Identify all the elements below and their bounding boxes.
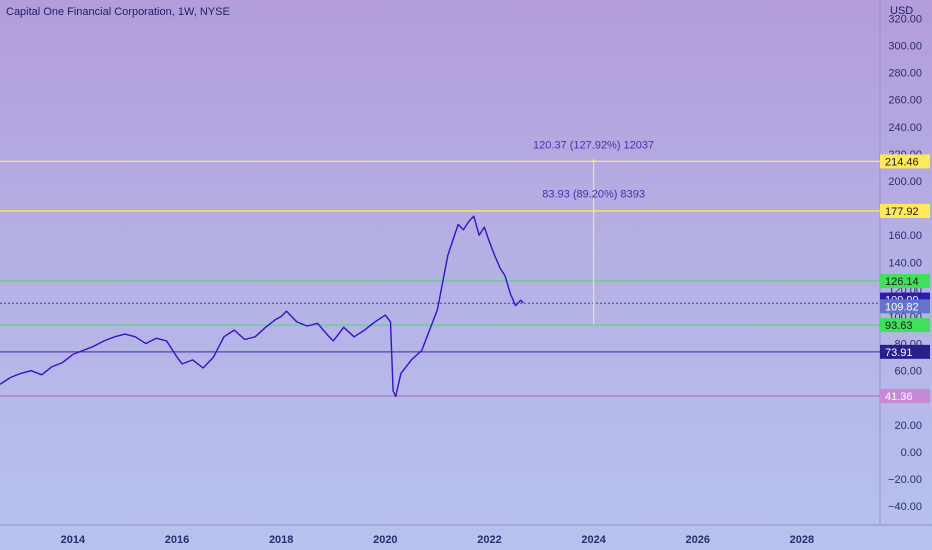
x-tick-label: 2024 <box>581 534 606 546</box>
price-badge-label: 93.63 <box>885 320 913 332</box>
price-badge-label: 109.82 <box>885 301 919 313</box>
price-badge <box>880 203 930 218</box>
y-tick-label: 60.00 <box>894 366 922 378</box>
y-tick-label: −40.00 <box>888 501 922 513</box>
title-separator-2: , <box>193 6 200 18</box>
y-tick-label: 200.00 <box>888 176 922 188</box>
y-tick-label: 160.00 <box>888 230 922 242</box>
price-badge <box>880 344 930 359</box>
measure-label: 120.37 (127.92%) 12037 <box>533 139 654 151</box>
price-badge-label: 126.14 <box>885 276 919 288</box>
price-badge-label: 41.36 <box>885 391 913 403</box>
y-tick-label: 140.00 <box>888 257 922 269</box>
exchange-label: NYSE <box>199 6 230 18</box>
price-badge-label: 177.92 <box>885 206 919 218</box>
measure-label: 83.93 (89.20%) 8393 <box>542 188 645 200</box>
price-badge <box>880 388 930 403</box>
y-tick-label: 260.00 <box>888 95 922 107</box>
y-tick-label: 320.00 <box>888 13 922 25</box>
y-tick-label: 240.00 <box>888 122 922 134</box>
title-separator-1: , <box>171 6 178 18</box>
price-badge <box>880 318 930 333</box>
chart-title: Capital One Financial Corporation, 1W, N… <box>6 6 230 18</box>
price-badge <box>880 154 930 169</box>
price-badge <box>880 274 930 289</box>
y-tick-label: 280.00 <box>888 68 922 80</box>
measure-cross-top: + <box>591 156 597 167</box>
symbol-name: Capital One Financial Corporation <box>6 6 172 18</box>
measure-cross-mid: + <box>591 207 597 218</box>
price-badge <box>880 299 930 314</box>
y-tick-label: 20.00 <box>894 420 922 432</box>
x-tick-label: 2022 <box>477 534 501 546</box>
y-tick-label: 0.00 <box>901 447 922 459</box>
y-tick-label: −20.00 <box>888 474 922 486</box>
x-tick-label: 2028 <box>790 534 814 546</box>
x-tick-label: 2018 <box>269 534 293 546</box>
price-badge-label: 73.91 <box>885 347 913 359</box>
x-tick-label: 2016 <box>165 534 189 546</box>
y-tick-label: 300.00 <box>888 41 922 53</box>
interval-label[interactable]: 1W <box>177 6 194 18</box>
price-series-line[interactable] <box>0 215 524 398</box>
price-badge-label: 214.46 <box>885 156 919 168</box>
x-tick-label: 2020 <box>373 534 397 546</box>
x-tick-label: 2026 <box>686 534 710 546</box>
x-tick-label: 2014 <box>61 534 86 546</box>
currency-label[interactable]: USD <box>890 5 914 17</box>
